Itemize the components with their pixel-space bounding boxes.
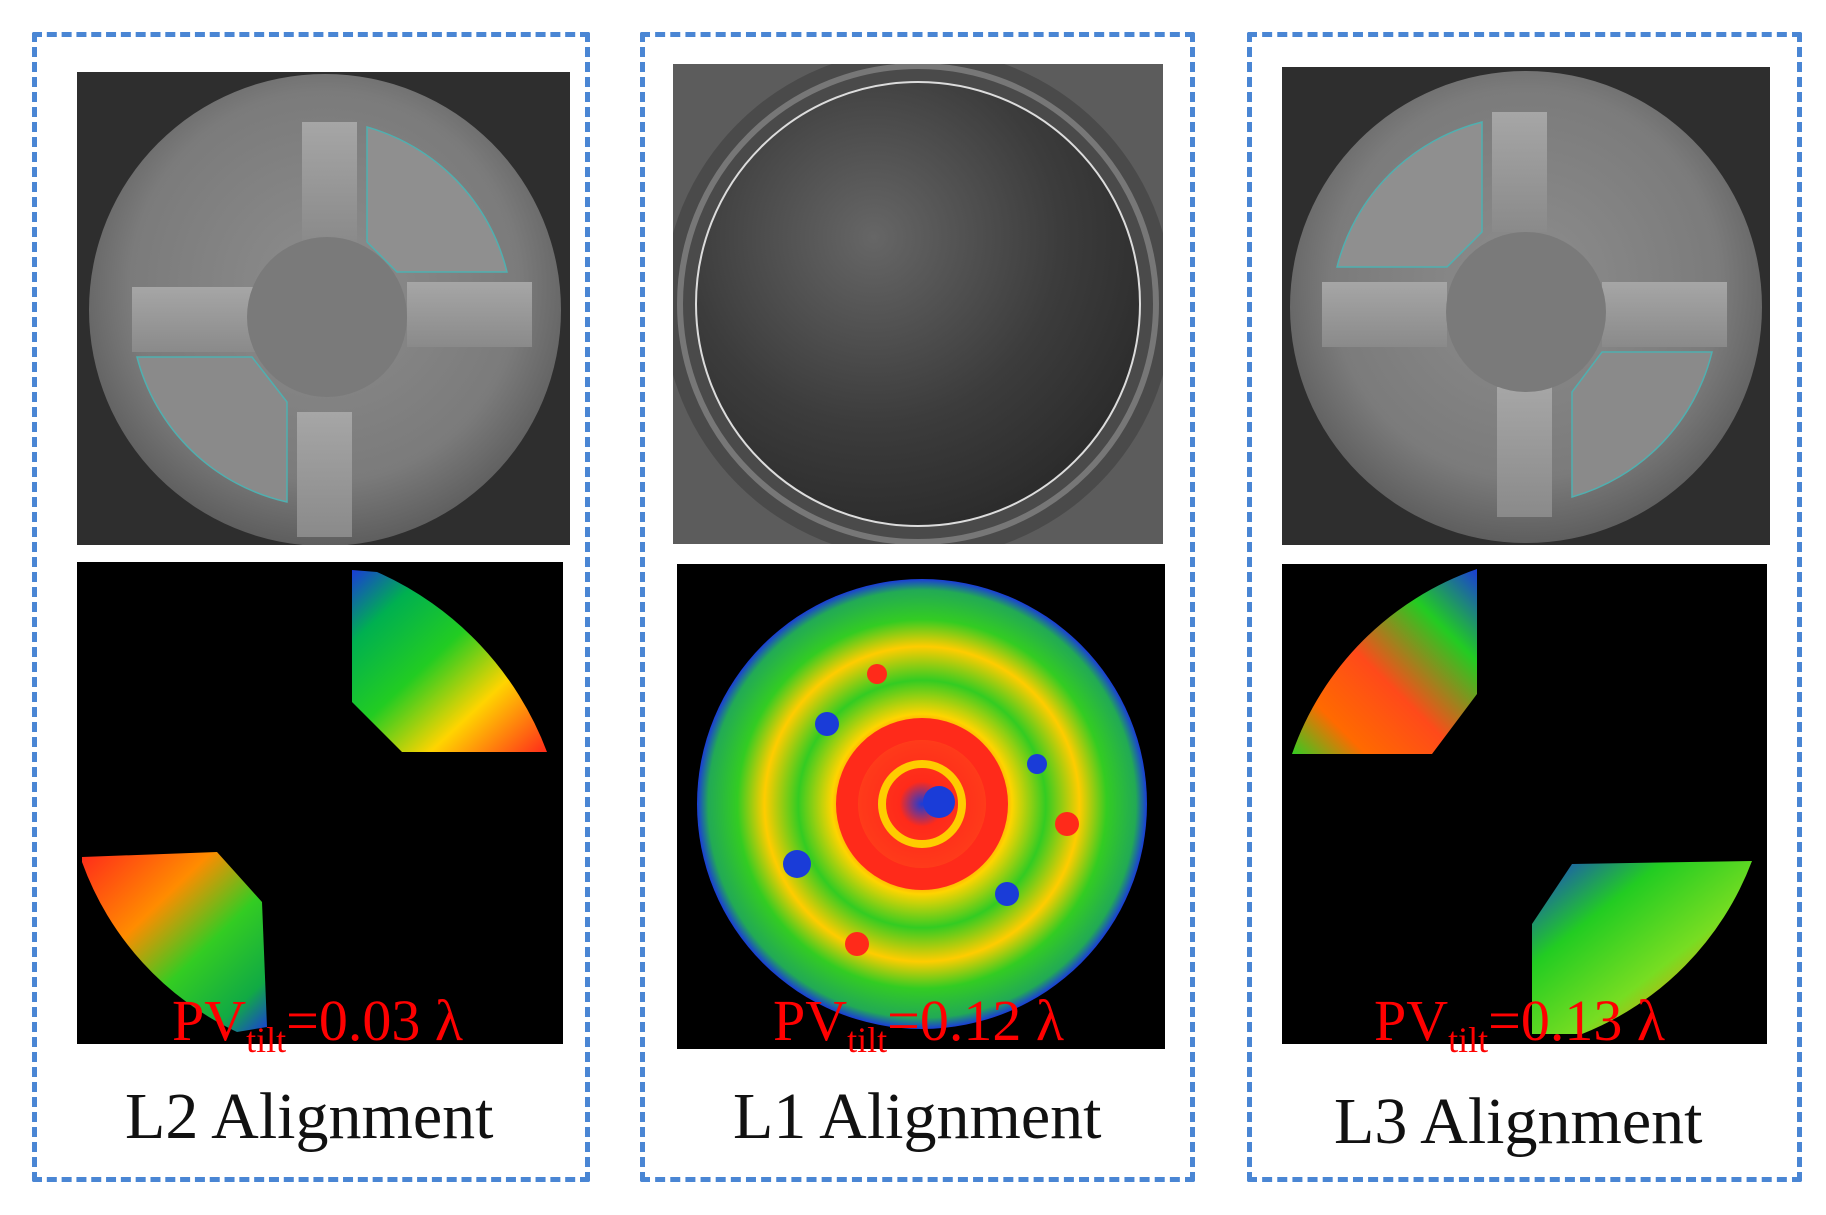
- l2-caption: L2 Alignment: [125, 1080, 494, 1153]
- l3-pv-tilt-label: PVtilt=0.13 λ: [1374, 988, 1666, 1060]
- l1-caption: L1 Alignment: [733, 1080, 1102, 1153]
- panel-l3-alignment: PVtilt=0.13 λ L3 Alignment: [1247, 32, 1802, 1182]
- l2-surface-map: [77, 562, 563, 1044]
- l1-surface-map: [677, 564, 1165, 1049]
- l1-lens-photo: [673, 64, 1163, 544]
- l2-lens-photo: [77, 72, 570, 545]
- l3-caption: L3 Alignment: [1334, 1085, 1703, 1158]
- l2-pv-tilt-label: PVtilt=0.03 λ: [172, 988, 464, 1060]
- l1-pv-tilt-label: PVtilt=0.12 λ: [773, 988, 1065, 1060]
- panel-l1-alignment: PVtilt=0.12 λ L1 Alignment: [640, 32, 1195, 1182]
- l3-lens-photo: [1282, 67, 1770, 545]
- panel-l2-alignment: PVtilt=0.03 λ L2 Alignment: [32, 32, 590, 1182]
- l3-surface-map: [1282, 564, 1767, 1044]
